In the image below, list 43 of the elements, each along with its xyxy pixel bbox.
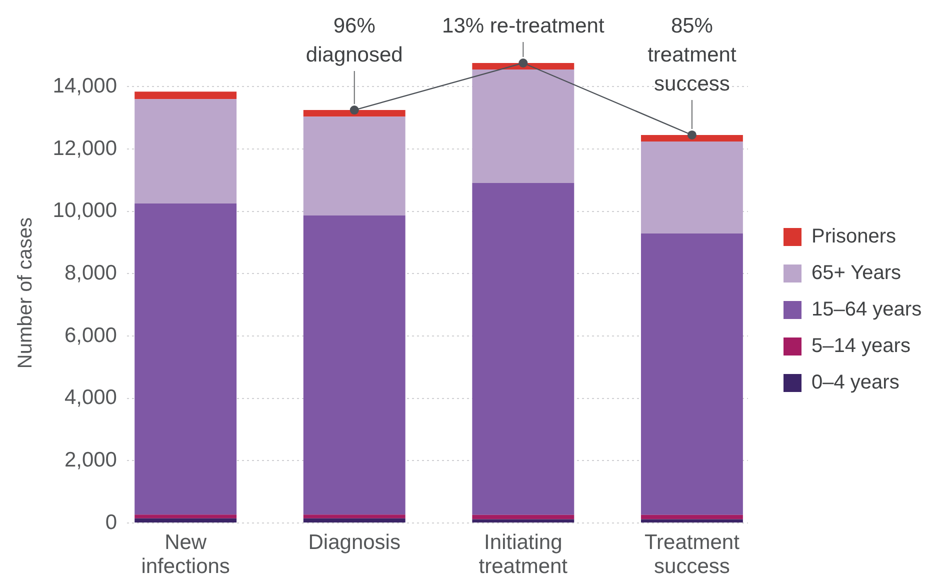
point <box>687 130 696 140</box>
bar <box>303 116 406 216</box>
bar <box>303 215 406 515</box>
annotation: 96% diagnosed <box>306 14 403 66</box>
bar <box>472 519 574 522</box>
legend-label: 65+ Years <box>812 262 902 284</box>
bar <box>303 110 406 117</box>
legend-label: 5–14 years <box>812 335 910 358</box>
y-tick-label: 14,000 <box>52 74 117 98</box>
legend-label: Prisoners <box>812 226 896 248</box>
bar <box>134 99 237 204</box>
bar <box>640 519 743 522</box>
x-tick-label: Initiating treatment <box>478 530 568 578</box>
y-tick-label: 2,000 <box>64 448 117 472</box>
legend-label: 15–64 years <box>812 298 922 321</box>
bar <box>134 204 237 515</box>
point <box>518 58 528 68</box>
y-tick-label: 4,000 <box>64 386 117 410</box>
bar <box>640 134 743 142</box>
bar <box>134 514 237 518</box>
bar <box>640 142 743 234</box>
bar <box>640 514 743 520</box>
y-tick-label: 8,000 <box>64 261 117 284</box>
bar <box>472 514 574 520</box>
bar <box>303 514 406 518</box>
y-tick-label: 12,000 <box>52 136 117 160</box>
annotation: 85% treatment success <box>648 14 736 96</box>
bar <box>472 70 574 183</box>
y-tick-label: 6,000 <box>64 324 117 347</box>
y-axis-title: Number of cases <box>14 217 37 369</box>
x-tick-label: Treatment success <box>644 530 740 578</box>
x-tick-label: New infections <box>141 530 230 578</box>
point <box>350 106 359 115</box>
x-tick-label: Diagnosis <box>308 530 400 554</box>
y-tick-label: 0 <box>105 510 117 534</box>
bar <box>134 518 237 522</box>
bar <box>472 182 574 515</box>
y-tick-label: 10,000 <box>52 199 117 222</box>
bar <box>303 518 406 522</box>
bar <box>640 233 743 515</box>
legend-label: 0–4 years <box>812 372 900 394</box>
bar <box>134 92 237 100</box>
annotation: 13% re-treatment <box>442 14 604 38</box>
